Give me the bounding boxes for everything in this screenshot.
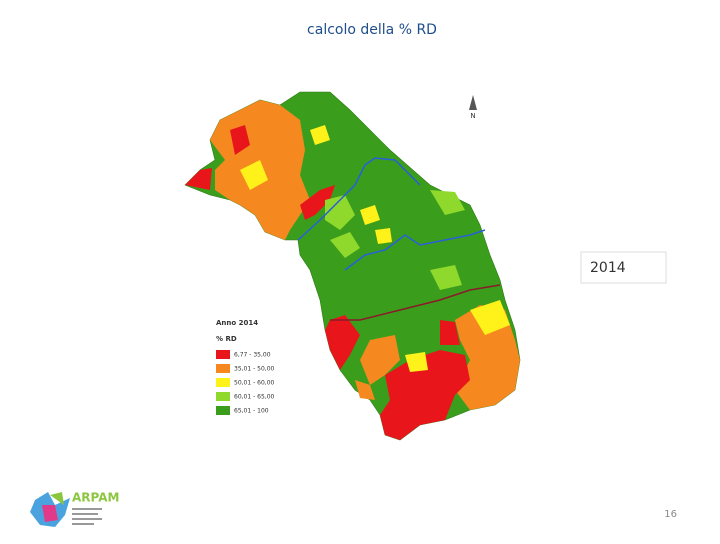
year-label: 2014 [590, 260, 626, 276]
region-map [184, 91, 521, 441]
yellow-area [240, 160, 268, 190]
north-label: N [470, 112, 475, 120]
province-border [330, 284, 501, 321]
legend-swatch [216, 406, 230, 415]
legend-subtitle: % RD [216, 335, 237, 343]
logo-text-line [72, 518, 102, 520]
yellow-area [405, 352, 428, 372]
north-arrow: N [469, 95, 477, 120]
lightgreen-area [430, 265, 462, 290]
red-area [325, 315, 360, 370]
lightgreen-area [325, 195, 355, 230]
orange-area [360, 335, 400, 385]
logo-name: ARPAM [72, 491, 119, 505]
red-area [300, 185, 335, 220]
yellow-area [310, 125, 330, 145]
legend-swatch [216, 350, 230, 359]
page-number: 16 [664, 509, 677, 520]
legend-title: Anno 2014 [216, 319, 258, 327]
logo-shape [42, 505, 58, 522]
logo-shape [50, 492, 64, 505]
legend-swatch [216, 378, 230, 387]
yellow-area [375, 228, 392, 244]
red-area [185, 168, 212, 190]
legend-label: 60,01 - 65,00 [234, 394, 275, 401]
lightgreen-area [330, 232, 360, 258]
legend: Anno 2014 % RD 6,77 - 35,00 35,01 - 50,00… [205, 312, 287, 420]
red-area [230, 125, 250, 155]
province-border [344, 229, 486, 271]
legend-label: 50,01 - 60,00 [234, 380, 275, 387]
red-area [440, 320, 460, 345]
logo-text-line [72, 513, 98, 515]
legend-swatch [216, 392, 230, 401]
legend-label: 65,01 - 100 [234, 408, 269, 415]
year-box [580, 251, 667, 284]
lightgreen-area [430, 190, 465, 215]
legend-swatch [216, 364, 230, 373]
logo: ARPAM [30, 491, 119, 527]
yellow-area [360, 205, 380, 225]
logo-text-line [72, 508, 102, 510]
orange-area [355, 380, 375, 400]
slide-title: calcolo della % RD [307, 22, 437, 38]
orange-area [455, 305, 520, 410]
red-area [380, 350, 470, 440]
logo-text-line [72, 523, 94, 525]
province-border [297, 157, 421, 241]
north-arrow-icon [469, 95, 477, 110]
legend-label: 35,01 - 50,00 [234, 366, 275, 373]
legend-label: 6,77 - 35,00 [234, 352, 271, 359]
yellow-area [470, 300, 510, 335]
